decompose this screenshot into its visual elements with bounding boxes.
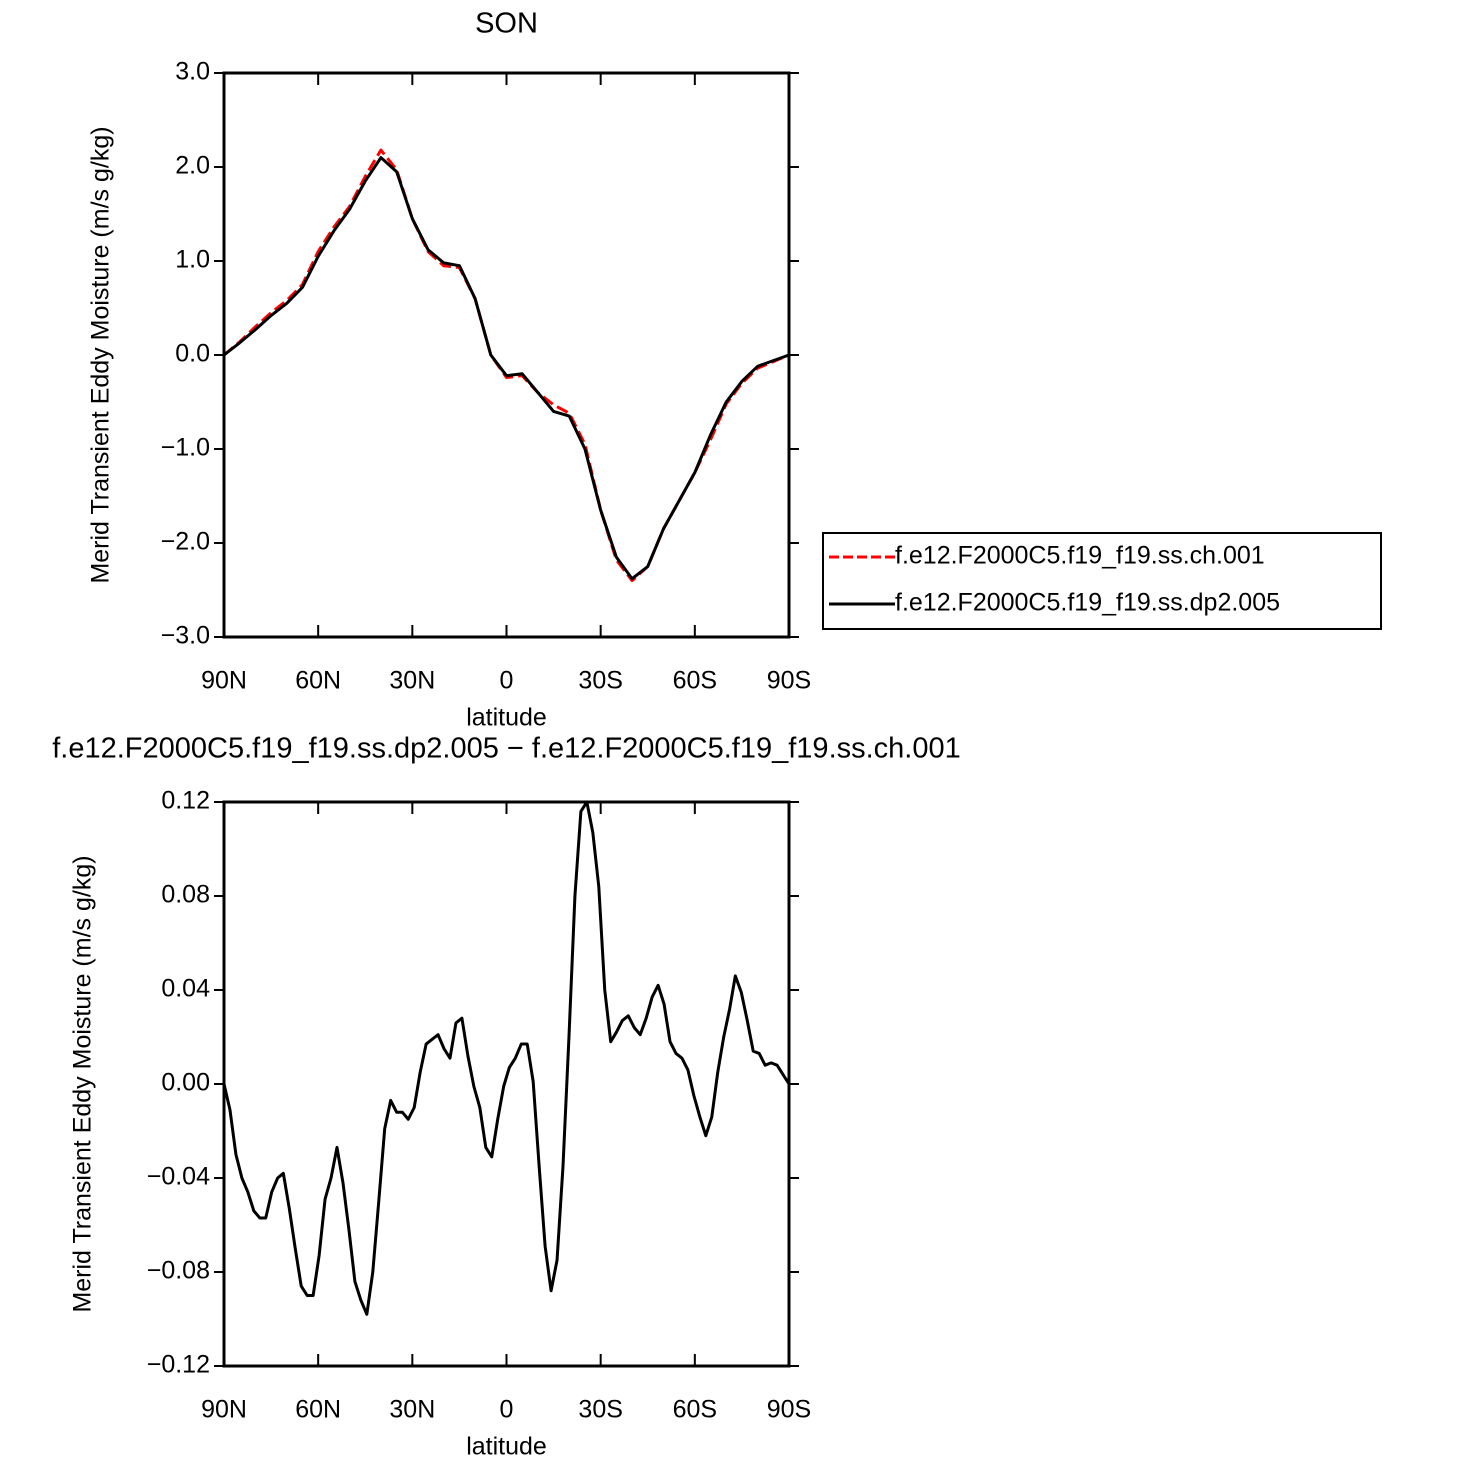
- chart-title: f.e12.F2000C5.f19_f19.ss.dp2.005 − f.e12…: [52, 733, 961, 765]
- y-axis-label: Merid Transient Eddy Moisture (m/s g/kg): [87, 126, 115, 583]
- data-line: [223, 156, 790, 581]
- y-tick-label: −3.0: [161, 622, 210, 650]
- x-tick-label: 30N: [389, 667, 435, 695]
- y-tick-label: 3.0: [175, 58, 210, 86]
- plot-frame: [222, 71, 791, 639]
- y-tick-label: −1.0: [161, 434, 210, 462]
- x-tick-label: 30N: [389, 1396, 435, 1424]
- x-tick-label: 30S: [578, 667, 622, 695]
- x-axis-label: latitude: [466, 1433, 547, 1461]
- x-tick-label: 60S: [673, 1396, 717, 1424]
- legend-box: [822, 532, 1382, 630]
- y-tick-label: 0.00: [161, 1069, 210, 1097]
- y-tick-label: 0.08: [161, 881, 210, 909]
- x-tick-label: 90S: [767, 1396, 811, 1424]
- data-line: [223, 148, 790, 583]
- y-tick-label: 1.0: [175, 246, 210, 274]
- data-line: [222, 800, 791, 1316]
- x-tick-label: 60N: [295, 1396, 341, 1424]
- x-tick-label: 90N: [201, 1396, 247, 1424]
- y-tick-label: 0.0: [175, 340, 210, 368]
- y-tick-label: 0.04: [161, 975, 210, 1003]
- x-tick-label: 0: [500, 667, 514, 695]
- y-tick-label: −0.12: [147, 1351, 210, 1379]
- y-tick-label: −0.04: [147, 1163, 210, 1191]
- x-tick-label: 30S: [578, 1396, 622, 1424]
- y-tick-label: 0.12: [161, 787, 210, 815]
- x-tick-label: 60N: [295, 667, 341, 695]
- x-tick-label: 0: [500, 1396, 514, 1424]
- x-axis-label: latitude: [466, 704, 547, 732]
- plot-frame: [222, 800, 791, 1368]
- legend-label: f.e12.F2000C5.f19_f19.ss.dp2.005: [895, 589, 1280, 617]
- x-tick-label: 60S: [673, 667, 717, 695]
- x-tick-label: 90N: [201, 667, 247, 695]
- y-axis-label: Merid Transient Eddy Moisture (m/s g/kg): [69, 855, 97, 1312]
- x-tick-label: 90S: [767, 667, 811, 695]
- legend-label: f.e12.F2000C5.f19_f19.ss.ch.001: [895, 542, 1265, 570]
- chart-title: SON: [475, 8, 538, 40]
- y-tick-label: −2.0: [161, 528, 210, 556]
- y-tick-label: 2.0: [175, 152, 210, 180]
- y-tick-label: −0.08: [147, 1257, 210, 1285]
